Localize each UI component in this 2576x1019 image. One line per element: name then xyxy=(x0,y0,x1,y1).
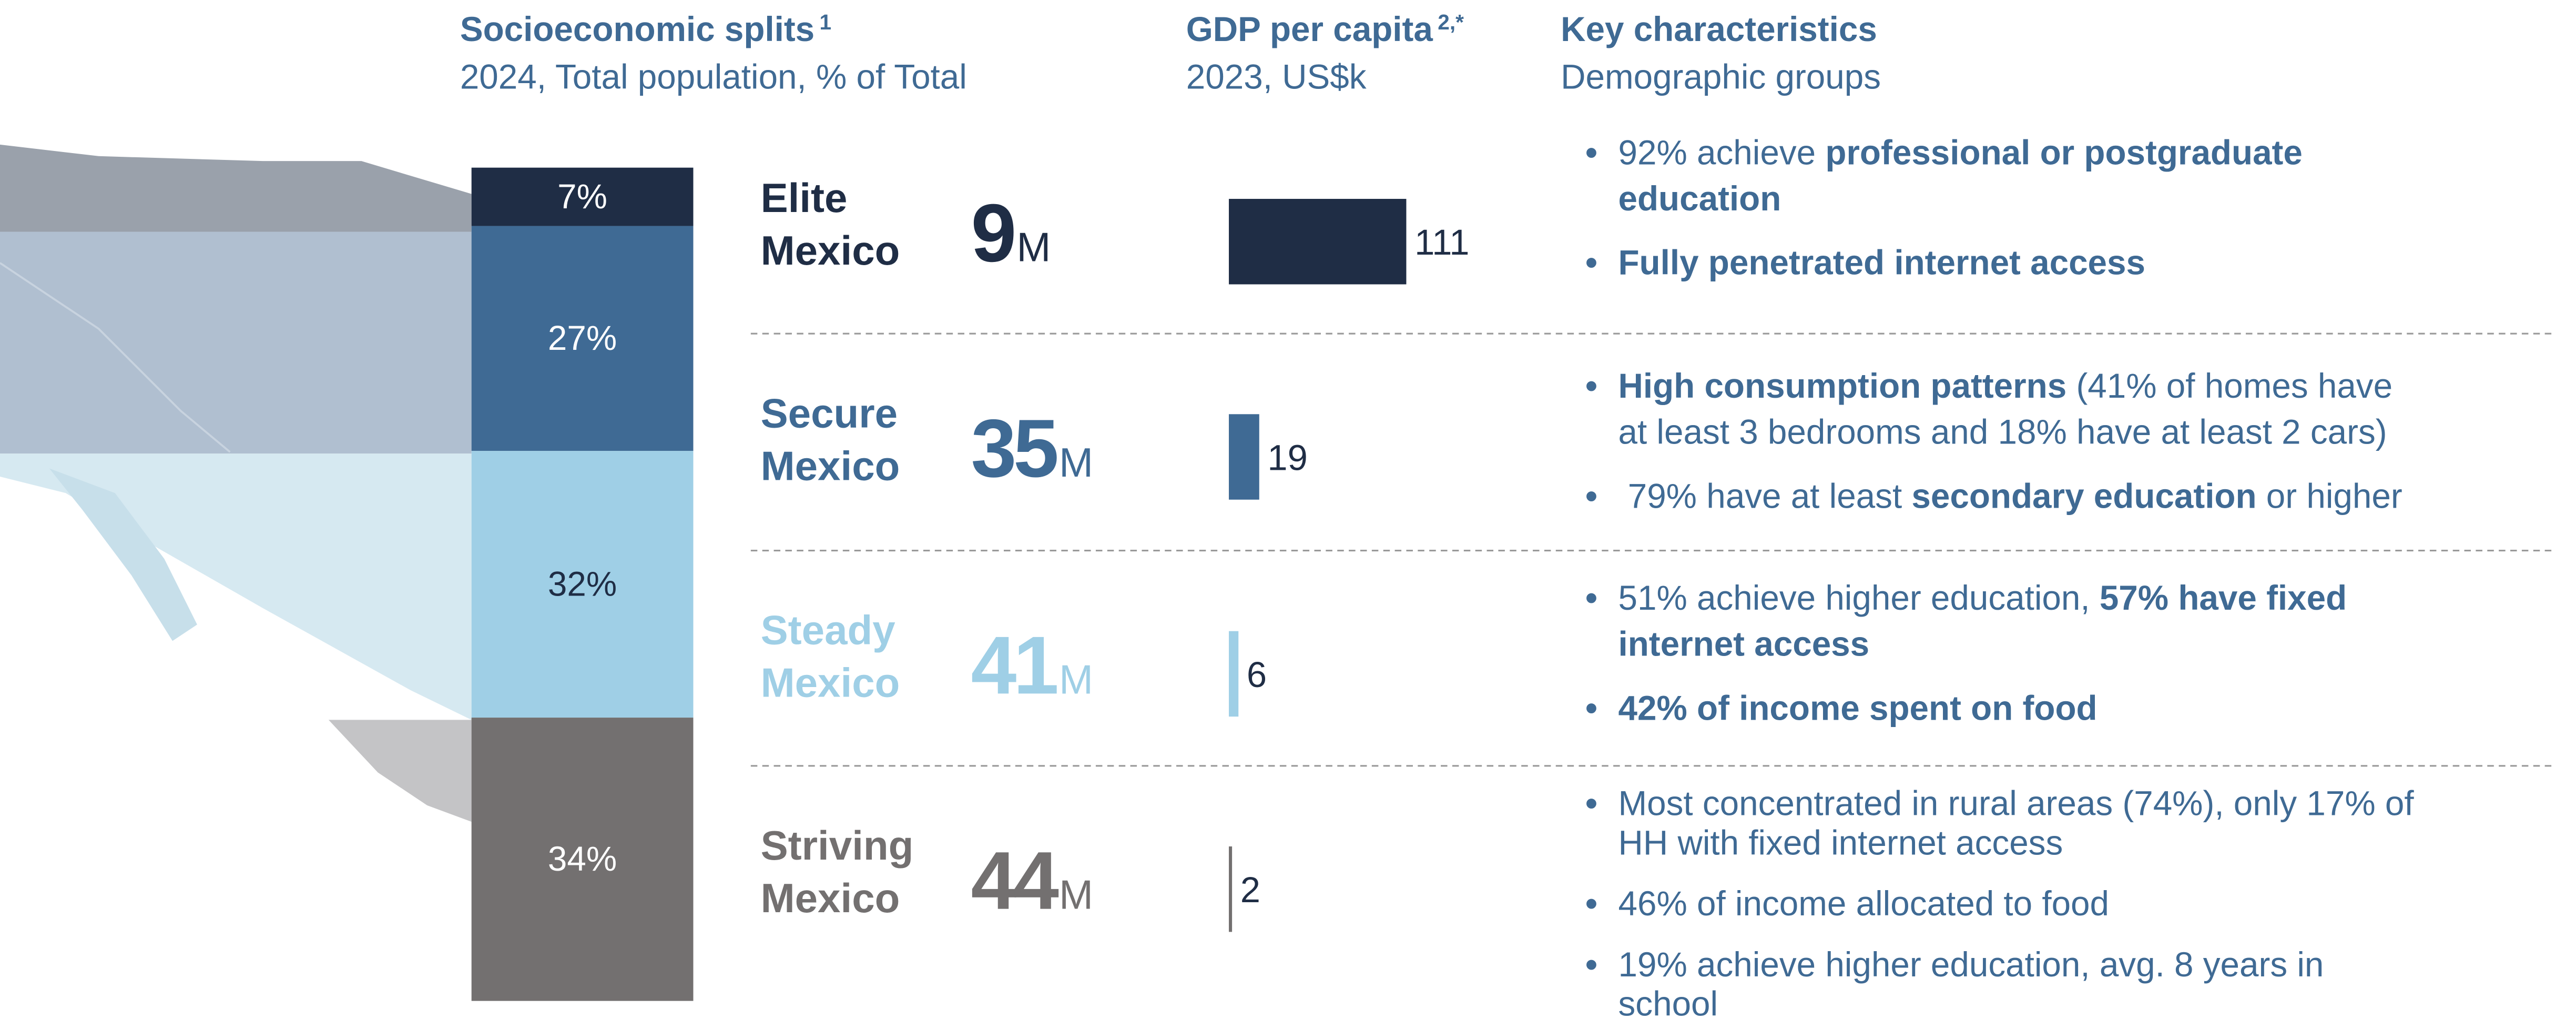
population-value: 44 xyxy=(971,835,1059,927)
gdp-bar xyxy=(1229,631,1239,717)
bullet-text: HH with fixed internet access xyxy=(1618,824,2063,862)
gdp-label: 111 xyxy=(1414,222,1469,263)
header-note: 2,* xyxy=(1438,10,1464,34)
group-name: Striving xyxy=(761,822,914,869)
split-label: 34% xyxy=(548,840,617,878)
bullet-dot: • xyxy=(1585,945,1597,984)
header-title: GDP per capita 2,* xyxy=(1186,10,1464,48)
bullet-line: 79% have at least secondary education or… xyxy=(1618,477,2402,515)
bullet-line: Fully penetrated internet access xyxy=(1618,244,2145,282)
bullet-dot: • xyxy=(1585,133,1597,171)
bullet-text: school xyxy=(1618,985,1718,1019)
gdp-label: 19 xyxy=(1267,438,1307,478)
bullet-text: 19% achieve higher education, avg. 8 yea… xyxy=(1618,945,2324,984)
bullet-text: (41% of homes have xyxy=(2066,367,2392,405)
split-label: 27% xyxy=(548,319,617,357)
header-title: Key characteristics xyxy=(1561,10,1877,48)
bullet-text: 92% achieve xyxy=(1618,133,1825,171)
split-segment xyxy=(471,718,694,1001)
bullet-text: High consumption patterns xyxy=(1618,367,2066,405)
population: 44 M xyxy=(971,835,1093,927)
bullet-text: Fully penetrated internet access xyxy=(1618,244,2145,282)
population-value: 41 xyxy=(971,620,1057,711)
gdp-label: 6 xyxy=(1247,654,1267,695)
bullet-line: 51% achieve higher education, 57% have f… xyxy=(1618,579,2347,617)
bullet-dot: • xyxy=(1585,244,1597,282)
gdp-label: 2 xyxy=(1240,870,1260,910)
group-name: Mexico xyxy=(761,660,900,706)
bullet-line: at least 3 bedrooms and 18% have at leas… xyxy=(1618,413,2387,451)
group-name: Mexico xyxy=(761,227,900,274)
bullet-text: internet access xyxy=(1618,625,1869,663)
group-name: Secure xyxy=(761,390,898,436)
gdp-bar xyxy=(1229,199,1407,285)
bullet-text: 46% of income allocated to food xyxy=(1618,884,2109,923)
bullet-line: education xyxy=(1618,179,1781,218)
bullet-text: secondary education xyxy=(1911,477,2256,515)
split-segment xyxy=(471,226,694,451)
population-value: 9 xyxy=(971,188,1014,279)
header-title-text: GDP per capita xyxy=(1186,10,1433,48)
header-title: Socioeconomic splits 1 xyxy=(460,10,831,48)
bullet-line: 42% of income spent on food xyxy=(1618,689,2097,727)
bullet-dot: • xyxy=(1585,884,1597,923)
bullet-text: 79% have at least xyxy=(1618,477,1911,515)
bullet-text: or higher xyxy=(2257,477,2402,515)
bullet-line: internet access xyxy=(1618,625,1869,663)
group-name: Mexico xyxy=(761,875,900,921)
header-subtitle: 2024, Total population, % of Total xyxy=(460,58,967,96)
bullet-text: education xyxy=(1618,179,1781,218)
bullet-text: Most concentrated in rural areas (74%), … xyxy=(1618,784,2414,823)
bullet-dot: • xyxy=(1585,367,1597,405)
population: 35 M xyxy=(971,403,1093,495)
population-unit: M xyxy=(1059,872,1093,918)
bullet-text: at least 3 bedrooms and 18% have at leas… xyxy=(1618,413,2387,451)
population-value: 35 xyxy=(971,403,1057,495)
bullet-dot: • xyxy=(1585,477,1597,515)
header-subtitle: 2023, US$k xyxy=(1186,58,1367,96)
group-name: Steady xyxy=(761,607,896,653)
map-background xyxy=(0,144,472,822)
bullet-text: 42% of income spent on food xyxy=(1618,689,2097,727)
population: 41 M xyxy=(971,620,1093,711)
bullet-text: 51% achieve higher education, xyxy=(1618,579,2099,617)
header-title-text: Key characteristics xyxy=(1561,10,1877,48)
bullet-line: Most concentrated in rural areas (74%), … xyxy=(1618,784,2414,823)
population-unit: M xyxy=(1016,224,1051,270)
bullet-line: 19% achieve higher education, avg. 8 yea… xyxy=(1618,945,2324,984)
bullet-dot: • xyxy=(1585,579,1597,617)
bullet-line: 92% achieve professional or postgraduate xyxy=(1618,133,2302,171)
header-note: 1 xyxy=(820,10,832,34)
gdp-bar xyxy=(1229,846,1233,932)
population-unit: M xyxy=(1059,656,1093,702)
split-label: 7% xyxy=(557,177,607,216)
header-title-text: Socioeconomic splits xyxy=(460,10,814,48)
bullet-dot: • xyxy=(1585,784,1597,823)
content: Socioeconomic splits 1 2024, Total populat… xyxy=(460,10,2552,1019)
bullet-line: school xyxy=(1618,985,1718,1019)
bullet-line: 46% of income allocated to food xyxy=(1618,884,2109,923)
population-unit: M xyxy=(1059,439,1093,486)
gdp-bar xyxy=(1229,414,1259,500)
bullet-text: 57% have fixed xyxy=(2100,579,2347,617)
group-name: Mexico xyxy=(761,442,900,489)
group-name: Elite xyxy=(761,175,848,221)
bullet-line: HH with fixed internet access xyxy=(1618,824,2063,862)
split-segment xyxy=(471,167,694,226)
split-label: 32% xyxy=(548,565,617,603)
header-subtitle: Demographic groups xyxy=(1561,58,1881,96)
bullet-text: professional or postgraduate xyxy=(1825,133,2303,171)
split-segment xyxy=(471,451,694,718)
bullet-line: High consumption patterns (41% of homes … xyxy=(1618,367,2392,405)
bullet-dot: • xyxy=(1585,689,1597,727)
